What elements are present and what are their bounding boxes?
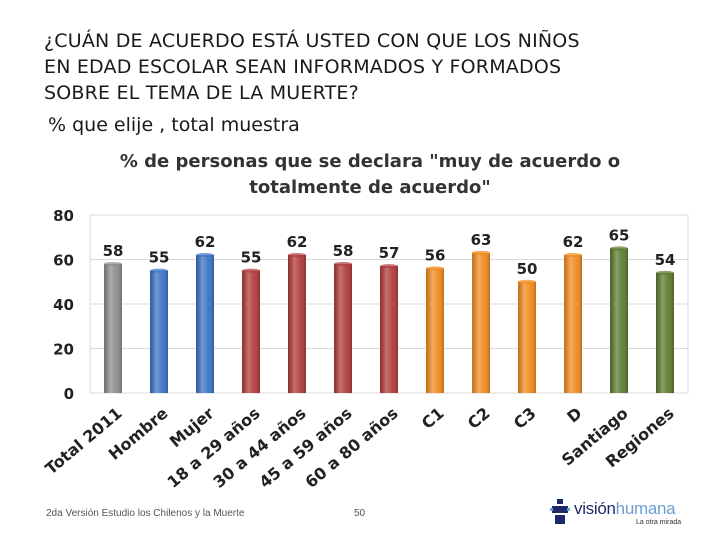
data-label: 62 (287, 233, 308, 251)
data-label: 62 (195, 233, 216, 251)
slide-subtitle: % que elije , total muestra (48, 114, 300, 136)
bar-top (610, 246, 628, 251)
bar-shading (104, 263, 122, 393)
page-number: 50 (354, 508, 366, 519)
category-label: C3 (510, 404, 540, 433)
bar-top (334, 261, 352, 266)
data-label: 56 (425, 246, 446, 264)
brand-logo: visiónhumana La otra mirada (550, 497, 700, 533)
bar-top (288, 253, 306, 258)
chart-title-line: % de personas que se declara "muy de acu… (120, 151, 620, 172)
slide-title: ¿CUÁN DE ACUERDO ESTÁ USTED CON QUE LOS … (44, 28, 684, 106)
bar-top (104, 261, 122, 266)
data-label: 63 (471, 231, 492, 249)
bar-top (518, 279, 536, 284)
footer-note: 2da Versión Estudio los Chilenos y la Mu… (46, 508, 245, 519)
y-tick-label: 0 (64, 385, 74, 403)
logo-tagline: La otra mirada (636, 519, 682, 526)
data-label: 57 (379, 244, 400, 262)
title-line: SOBRE EL TEMA DE LA MUERTE? (44, 82, 359, 104)
bar-shading (610, 248, 628, 393)
logo-icon (550, 499, 570, 524)
bar-shading (150, 270, 168, 393)
category-label: Total 2011 (41, 404, 125, 479)
bar-top (150, 268, 168, 273)
bar-shading (380, 266, 398, 393)
bar-shading (288, 255, 306, 393)
data-label: 58 (333, 242, 354, 260)
bar-top (472, 250, 490, 255)
bar-shading (564, 255, 582, 393)
bar-top (196, 253, 214, 258)
bar-shading (518, 281, 536, 393)
category-label: C2 (464, 404, 494, 433)
data-label: 55 (241, 249, 262, 267)
title-line: ¿CUÁN DE ACUERDO ESTÁ USTED CON QUE LOS … (44, 30, 580, 52)
bar-top (426, 266, 444, 271)
bar-shading (426, 268, 444, 393)
y-tick-label: 40 (53, 296, 74, 314)
y-tick-label: 20 (53, 341, 74, 359)
bar-shading (472, 252, 490, 393)
data-label: 54 (655, 251, 676, 269)
bar-shading (334, 263, 352, 393)
y-tick-label: 60 (53, 252, 74, 270)
title-line: EN EDAD ESCOLAR SEAN INFORMADOS Y FORMAD… (44, 56, 562, 78)
data-label: 58 (103, 242, 124, 260)
bar-chart: % de personas que se declara "muy de acu… (41, 151, 689, 492)
data-label: 50 (517, 260, 538, 278)
bar-top (380, 264, 398, 269)
data-label: 55 (149, 249, 170, 267)
bar-top (564, 253, 582, 258)
bar-shading (196, 255, 214, 393)
bar-shading (242, 270, 260, 393)
bar-shading (656, 272, 674, 393)
logo-wordmark: visiónhumana (574, 499, 676, 518)
category-label: D (563, 404, 585, 427)
category-label: C1 (418, 404, 448, 433)
bar-top (242, 268, 260, 273)
bar-top (656, 270, 674, 275)
data-label: 65 (609, 226, 630, 244)
data-label: 62 (563, 233, 584, 251)
chart-title-line: totalmente de acuerdo" (249, 177, 490, 198)
y-tick-label: 80 (53, 207, 74, 225)
